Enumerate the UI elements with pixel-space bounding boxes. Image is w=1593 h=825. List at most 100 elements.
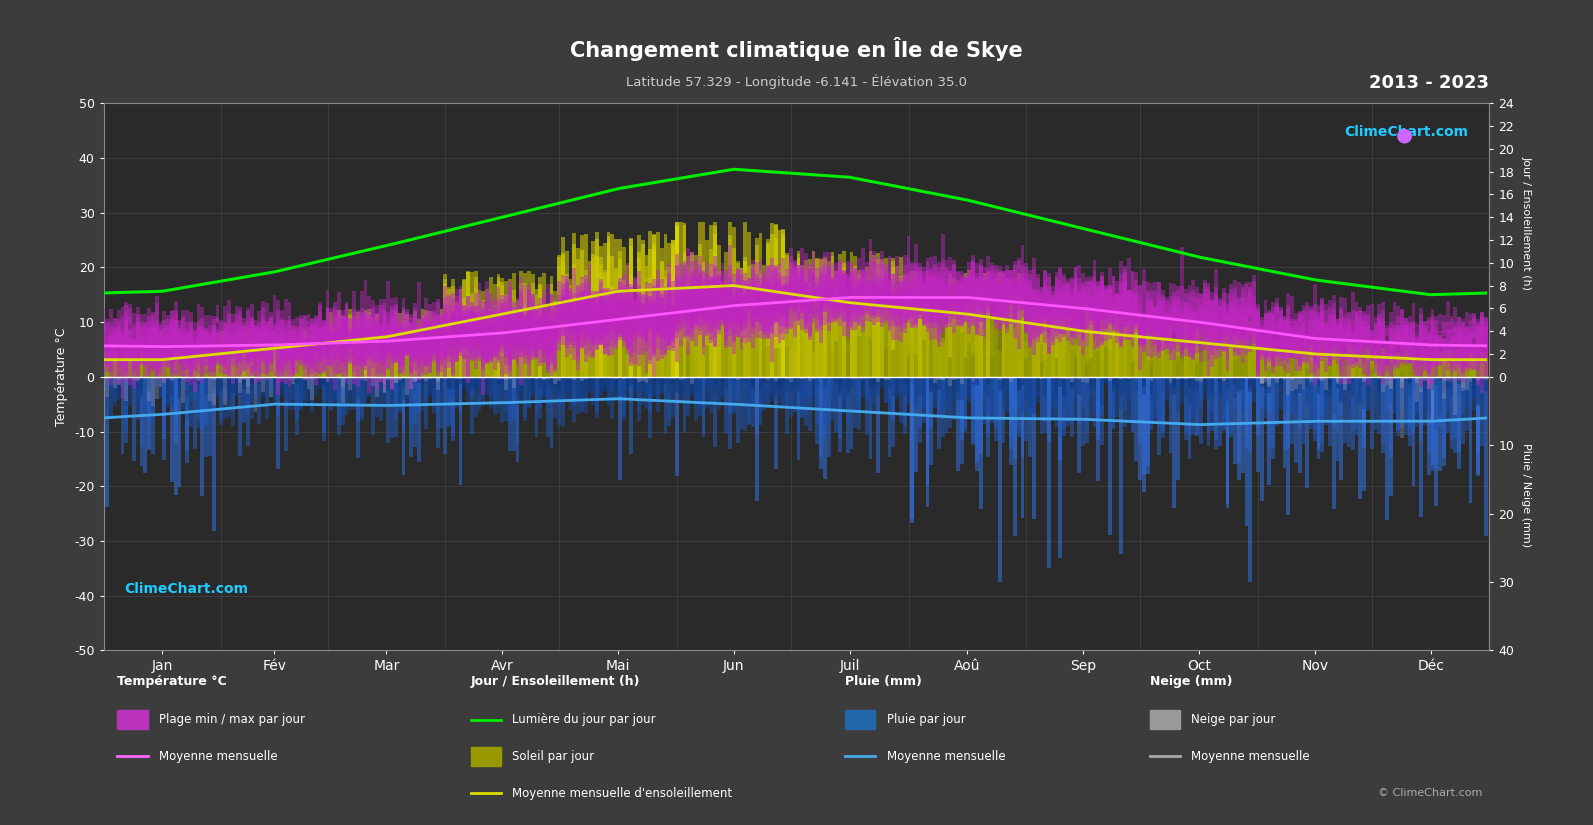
Bar (1120, 377, 1123, 379)
Bar (941, 289, 945, 315)
Bar (793, 267, 796, 315)
Bar (1400, 342, 1403, 347)
Bar (986, 342, 991, 377)
Bar (1126, 258, 1131, 301)
Bar (922, 353, 926, 377)
Bar (1150, 377, 1153, 400)
Bar (1477, 377, 1480, 403)
Text: Moyenne mensuelle: Moyenne mensuelle (887, 750, 1005, 763)
Bar (1282, 324, 1286, 370)
Bar (303, 349, 307, 377)
Bar (1219, 377, 1222, 382)
Bar (739, 337, 744, 377)
Bar (903, 377, 906, 391)
Bar (344, 359, 349, 377)
Bar (731, 248, 736, 377)
Bar (121, 364, 124, 377)
Bar (1107, 287, 1112, 303)
Bar (500, 334, 503, 380)
Bar (1021, 274, 1024, 318)
Bar (519, 295, 523, 377)
Bar (1317, 342, 1321, 369)
Bar (459, 304, 462, 340)
Bar (964, 279, 967, 314)
Bar (538, 291, 542, 377)
Bar (497, 323, 500, 351)
Bar (903, 377, 906, 379)
Bar (887, 377, 892, 383)
Bar (1438, 360, 1442, 366)
Bar (854, 290, 857, 310)
Bar (698, 377, 701, 405)
Bar (1370, 349, 1373, 377)
Bar (785, 329, 789, 377)
Bar (763, 333, 766, 377)
Bar (1351, 377, 1354, 450)
Bar (558, 377, 561, 403)
Bar (1043, 300, 1047, 316)
Bar (1077, 300, 1082, 313)
Bar (1241, 377, 1244, 389)
Bar (972, 377, 975, 389)
Bar (758, 377, 763, 398)
Bar (1343, 377, 1348, 384)
Bar (591, 290, 596, 342)
Bar (769, 294, 774, 299)
Bar (1282, 330, 1286, 348)
Bar (953, 377, 956, 397)
Bar (898, 377, 903, 395)
Bar (956, 272, 959, 309)
Bar (459, 309, 462, 352)
Bar (322, 377, 325, 433)
Bar (1271, 326, 1274, 336)
Bar (269, 362, 272, 377)
Bar (591, 299, 596, 346)
Bar (1093, 377, 1096, 380)
Bar (1309, 329, 1313, 346)
Bar (1101, 271, 1104, 343)
Bar (1005, 302, 1008, 377)
Bar (804, 281, 808, 323)
Bar (341, 377, 344, 387)
Bar (113, 333, 116, 378)
Bar (1255, 369, 1260, 377)
Bar (1461, 360, 1466, 372)
Bar (838, 254, 843, 377)
Bar (744, 343, 747, 377)
Bar (785, 292, 789, 314)
Bar (736, 279, 739, 295)
Bar (789, 280, 793, 300)
Bar (530, 301, 535, 377)
Bar (489, 377, 492, 398)
Bar (1157, 355, 1161, 377)
Bar (777, 282, 781, 322)
Bar (234, 354, 239, 377)
Bar (964, 377, 967, 383)
Bar (1446, 365, 1450, 370)
Bar (1434, 377, 1438, 384)
Bar (849, 377, 854, 387)
Bar (1153, 325, 1157, 377)
Bar (448, 328, 451, 377)
Bar (1249, 308, 1252, 317)
Bar (1077, 330, 1082, 377)
Bar (687, 377, 690, 399)
Bar (1082, 361, 1085, 377)
Bar (561, 293, 566, 377)
Bar (1290, 357, 1294, 377)
Bar (220, 340, 223, 352)
Bar (1195, 377, 1200, 407)
Bar (1416, 336, 1419, 346)
Bar (725, 283, 728, 346)
Bar (185, 334, 190, 382)
Bar (876, 377, 879, 394)
Bar (585, 270, 588, 377)
Bar (1268, 313, 1271, 351)
Bar (1332, 295, 1335, 347)
Bar (827, 280, 830, 323)
Bar (135, 307, 140, 343)
Bar (804, 260, 808, 377)
Bar (577, 377, 580, 380)
Bar (155, 356, 159, 377)
Bar (1169, 304, 1172, 361)
